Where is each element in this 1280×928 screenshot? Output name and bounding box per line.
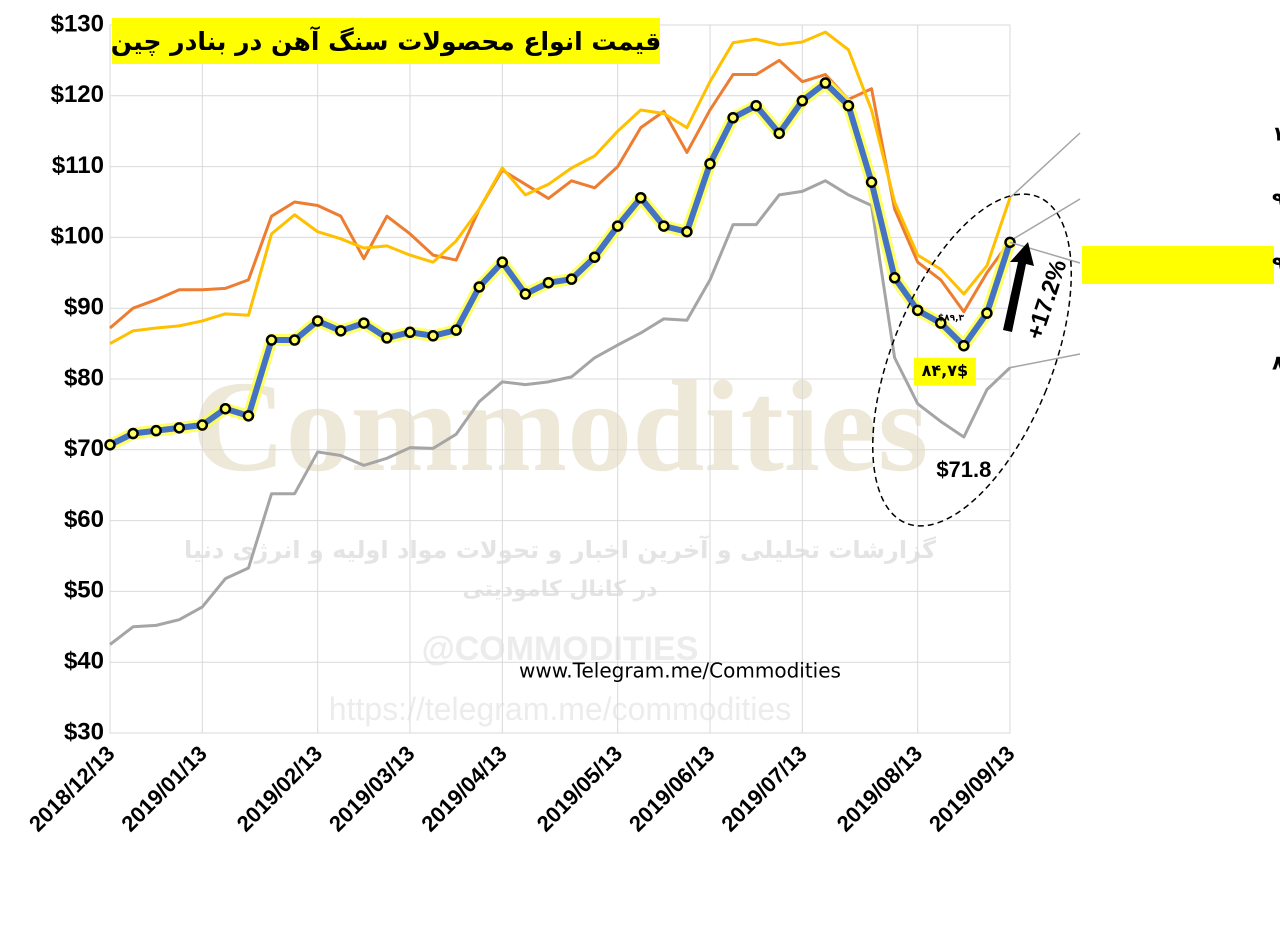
value-label: $۸۹,۳ (938, 314, 965, 324)
point (496, 256, 509, 268)
point (681, 225, 693, 238)
point (519, 288, 532, 300)
point (981, 307, 993, 319)
y-tick-label: $70 (64, 435, 104, 462)
series-label: عیار ۶۲٪; $۹۹,۳ (1272, 252, 1280, 276)
point (796, 95, 809, 107)
source: www.Telegram.me/Commodities (519, 659, 841, 683)
point (611, 220, 624, 232)
y-tick-label: $60 (64, 506, 104, 533)
y-tick-label: $30 (64, 718, 104, 745)
point (727, 111, 739, 124)
y-tick-label: $130 (51, 10, 104, 37)
point (104, 439, 116, 451)
line (108, 80, 1013, 448)
point (242, 410, 255, 422)
point (935, 317, 947, 329)
y-tick-label: $80 (64, 364, 104, 391)
point (288, 334, 301, 346)
point (427, 330, 439, 342)
leader (1009, 132, 1081, 199)
point (588, 251, 601, 263)
point (219, 402, 232, 415)
point (335, 325, 347, 337)
leader (1009, 353, 1081, 369)
watermark-text: @COMMODITIES (422, 630, 699, 668)
y-tick-label: $50 (64, 577, 104, 604)
arrow (1003, 242, 1034, 332)
point (381, 332, 393, 344)
point (658, 220, 670, 232)
point (888, 272, 901, 284)
point (196, 419, 209, 431)
point (865, 176, 878, 188)
value-label-box (913, 357, 976, 386)
point (473, 281, 485, 293)
point (265, 334, 278, 346)
y-tick-label: $90 (64, 294, 104, 321)
point (450, 324, 462, 336)
leader (1009, 241, 1081, 264)
chart-title: قیمت انواع محصولات سنگ آهن در بنادر چین (111, 26, 661, 57)
point (127, 427, 139, 440)
watermark-text: گزارشات تحلیلی و آخرین اخبار و تحولات مو… (184, 535, 936, 564)
point (958, 339, 970, 352)
y-tick-label: $100 (51, 223, 104, 250)
label-box (1082, 246, 1274, 284)
point (911, 304, 924, 317)
point (542, 276, 555, 289)
series-label: عیار ۶۵٪; $۱۰۵,۶ (1272, 122, 1280, 146)
y-tick-label: $40 (64, 648, 104, 675)
point (150, 424, 162, 437)
highlight-ellipse (872, 193, 1072, 527)
watermark-text: https://telegram.me/commodities (329, 691, 791, 727)
point (842, 99, 855, 112)
series-label: عیار ۵۸٪; $۸۱,۶ (1272, 351, 1280, 375)
point (819, 77, 832, 89)
point (173, 422, 185, 434)
title-box (112, 18, 660, 64)
point (773, 127, 785, 140)
point (404, 326, 416, 339)
point (704, 158, 716, 170)
series-label: کنسانتره ۶۶٪; $۹۹,۵ (1272, 188, 1280, 212)
point (311, 315, 324, 327)
point (565, 273, 578, 285)
line (109, 30, 1012, 345)
leader (1009, 198, 1081, 242)
line (109, 58, 1012, 330)
plot-area (104, 24, 1081, 734)
y-tick-label: $110 (52, 152, 104, 179)
watermark-text: در کانال کامودیتی (462, 577, 657, 602)
point (358, 317, 370, 329)
y-tick-label: $120 (51, 81, 104, 108)
point (635, 192, 647, 204)
line (109, 179, 1012, 646)
value-label: ۸۴,۷$ (922, 361, 969, 380)
point (750, 99, 762, 112)
value-label: $71.8 (936, 457, 991, 482)
